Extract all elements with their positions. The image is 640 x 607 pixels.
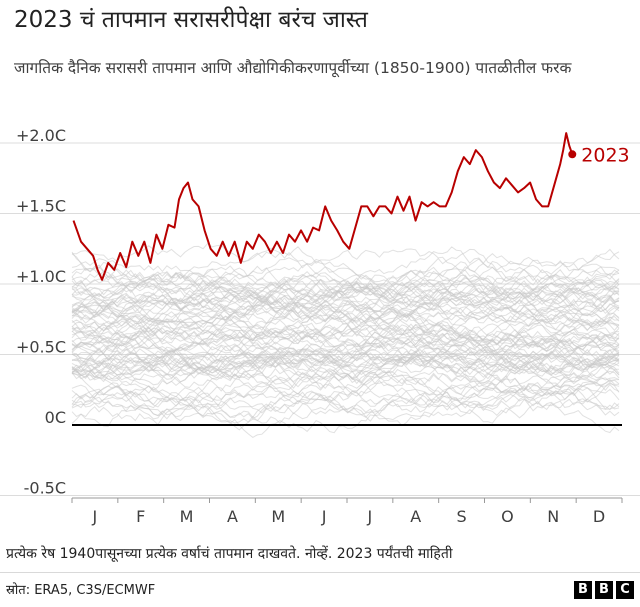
chart-subtitle: जागतिक दैनिक सरासरी तापमान आणि औद्योगिकी… (14, 59, 572, 77)
x-tick-label: A (227, 507, 238, 526)
y-tick-label: +1.0C (16, 267, 66, 286)
year-line (72, 242, 620, 284)
year-line (71, 248, 620, 295)
x-tick-label: D (593, 507, 605, 526)
year-line (71, 352, 620, 399)
y-tick-label: +0.5C (16, 338, 66, 357)
bbc-logo-b2: B (595, 581, 613, 599)
series-endpoint-2023 (568, 150, 577, 159)
year-line (71, 331, 620, 373)
bbc-logo-b1: B (574, 581, 592, 599)
chart-title: 2023 चं तापमान सरासरीपेक्षा बरंच जास्त (14, 7, 368, 33)
year-line (71, 321, 620, 368)
y-tick-label: +2.0C (16, 126, 66, 145)
x-tick-label: J (367, 507, 373, 526)
x-tick-label: F (136, 507, 145, 526)
year-line (71, 306, 620, 345)
x-tick-label: J (92, 507, 98, 526)
x-tick-label: M (271, 507, 285, 526)
divider (0, 572, 640, 573)
y-tick-label: 0C (45, 408, 66, 427)
year-line (71, 314, 620, 354)
year-line (71, 385, 620, 420)
x-tick-label: J (321, 507, 327, 526)
year-line (71, 263, 620, 300)
highlight-2023: 2023 (72, 132, 630, 281)
year-line (71, 320, 620, 364)
x-tick-label: O (501, 507, 514, 526)
year-line (71, 348, 620, 385)
y-tick-label: -0.5C (24, 479, 66, 498)
year-line (71, 324, 620, 354)
year-line (71, 378, 620, 414)
year-line (71, 283, 620, 322)
year-line (71, 258, 620, 305)
year-line (71, 266, 620, 303)
year-line (71, 348, 620, 380)
year-line (71, 398, 620, 438)
year-line (71, 273, 620, 309)
series-line-2023 (72, 132, 574, 281)
series-label-2023: 2023 (581, 144, 629, 166)
x-tick-label: N (547, 507, 559, 526)
x-tick-label: S (457, 507, 467, 526)
bbc-logo: B B C (574, 581, 634, 599)
y-tick-label: +1.5C (16, 197, 66, 216)
x-tick-label: M (180, 507, 194, 526)
year-line (71, 266, 620, 301)
year-line (71, 343, 620, 383)
year-line (71, 257, 620, 296)
axes: -0.5C 0C +0.5C +1.0C +1.5C +2.0C J F M A M J J A S O N D (16, 126, 623, 526)
x-tick-label: A (410, 507, 421, 526)
source-text: स्रोत: ERA5, C3S/ECMWF (6, 583, 156, 598)
year-line (71, 248, 620, 289)
background-years (71, 242, 620, 438)
chart-footnote: प्रत्येक रेष 1940पासूनच्या प्रत्येक वर्ष… (6, 546, 453, 562)
year-line (71, 246, 620, 287)
bbc-logo-c: C (616, 581, 634, 599)
year-line (71, 379, 620, 413)
year-line (71, 375, 620, 426)
year-line (71, 331, 620, 379)
year-line (71, 292, 620, 324)
year-line (71, 316, 620, 349)
